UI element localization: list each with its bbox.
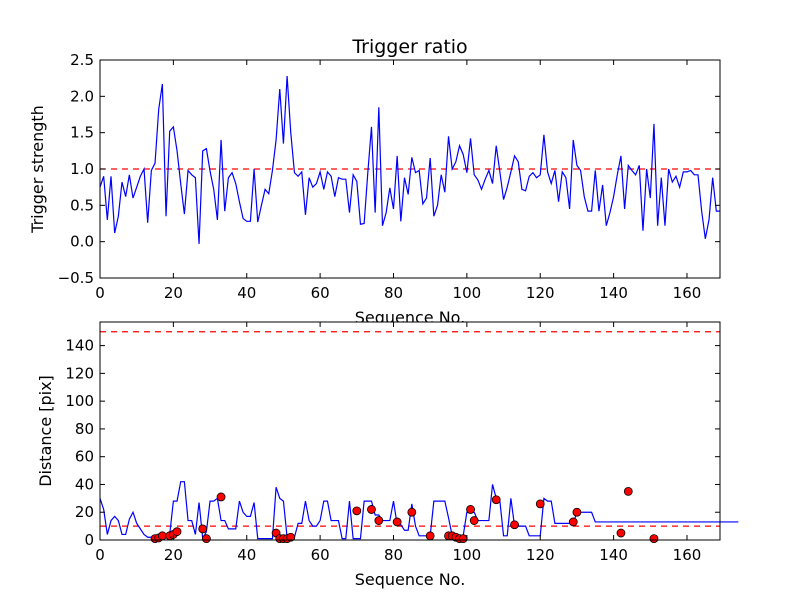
triggered-point-marker xyxy=(392,517,402,527)
x-tick-label: 80 xyxy=(384,546,403,564)
chart-title: Trigger ratio xyxy=(351,36,467,58)
x-tick-label: 40 xyxy=(237,546,256,564)
triggered-point-marker xyxy=(623,487,633,496)
y-axis-label: Trigger strength xyxy=(28,105,47,234)
x-tick-label: 140 xyxy=(599,284,628,302)
triggered-point-marker xyxy=(407,507,417,517)
plot-area xyxy=(100,322,720,540)
x-tick-label: 20 xyxy=(164,546,183,564)
triggered-point-marker xyxy=(568,517,578,527)
plot-frame xyxy=(99,321,721,541)
y-tick-label: 40 xyxy=(75,475,94,493)
triggered-point-marker xyxy=(535,499,545,509)
y-tick-label: 100 xyxy=(65,392,94,410)
triggered-point-marker xyxy=(216,492,226,502)
x-tick-label: 20 xyxy=(164,284,183,302)
y-tick-label: 0 xyxy=(84,531,94,549)
triggered-point-marker xyxy=(466,505,475,514)
triggered-point-marker xyxy=(510,520,519,530)
series-line-trigger-strength xyxy=(99,75,720,244)
y-tick-label: 1.0 xyxy=(70,160,94,178)
triggered-point-marker xyxy=(286,532,296,542)
series-line-distance xyxy=(99,481,739,541)
x-tick-label: 160 xyxy=(673,284,702,302)
y-tick-label: 60 xyxy=(75,448,94,466)
triggered-point-marker xyxy=(616,528,626,538)
y-tick-label: −0.5 xyxy=(58,269,94,287)
triggered-point-marker xyxy=(469,516,479,525)
triggered-point-marker xyxy=(157,531,167,541)
triggered-point-marker xyxy=(172,527,182,537)
x-tick-label: 80 xyxy=(384,284,403,302)
y-tick-label: 20 xyxy=(75,503,94,521)
x-tick-label: 100 xyxy=(453,284,482,302)
x-axis-label: Sequence No. xyxy=(355,570,466,589)
triggered-point-marker xyxy=(458,534,468,544)
x-tick-label: 60 xyxy=(311,546,330,564)
trigger-ratio-chart: Trigger ratio 0 20 40 60 80 100 120 140 160 −0.5 0… xyxy=(28,36,721,327)
triggered-point-marker xyxy=(649,534,659,544)
y-tick-label: 2.5 xyxy=(70,51,94,69)
x-tick-label: 0 xyxy=(95,546,105,564)
triggered-point-marker xyxy=(425,531,435,541)
x-tick-label: 120 xyxy=(526,546,555,564)
distance-chart: 0 20 40 60 80 100 120 140 160020406080100120140 … xyxy=(36,321,739,589)
triggered-point-marker xyxy=(198,524,208,534)
y-tick-label: 0.5 xyxy=(70,196,94,214)
x-tick-label: 120 xyxy=(526,284,555,302)
y-tick-label: 80 xyxy=(75,420,94,438)
x-tick-label: 100 xyxy=(453,546,482,564)
y-tick-label: 1.5 xyxy=(70,124,94,142)
triggered-point-marker xyxy=(374,516,384,525)
triggered-point-marker xyxy=(491,495,501,505)
y-tick-label: 140 xyxy=(65,337,94,355)
triggered-point-marker xyxy=(367,505,376,514)
triggered-point-marker xyxy=(201,534,211,544)
triggered-point-marker xyxy=(352,506,362,516)
y-tick-label: 120 xyxy=(65,364,94,382)
x-tick-label: 0 xyxy=(95,284,105,302)
triggered-point-marker xyxy=(572,507,582,517)
x-tick-label: 40 xyxy=(237,284,256,302)
x-tick-label: 140 xyxy=(599,546,628,564)
y-tick-label: 2.0 xyxy=(70,87,94,105)
x-tick-label: 60 xyxy=(311,284,330,302)
y-tick-label: 0.0 xyxy=(70,233,94,251)
plot-frame xyxy=(99,59,721,279)
y-axis-label: Distance [pix] xyxy=(36,375,55,487)
x-tick-label: 160 xyxy=(673,546,702,564)
